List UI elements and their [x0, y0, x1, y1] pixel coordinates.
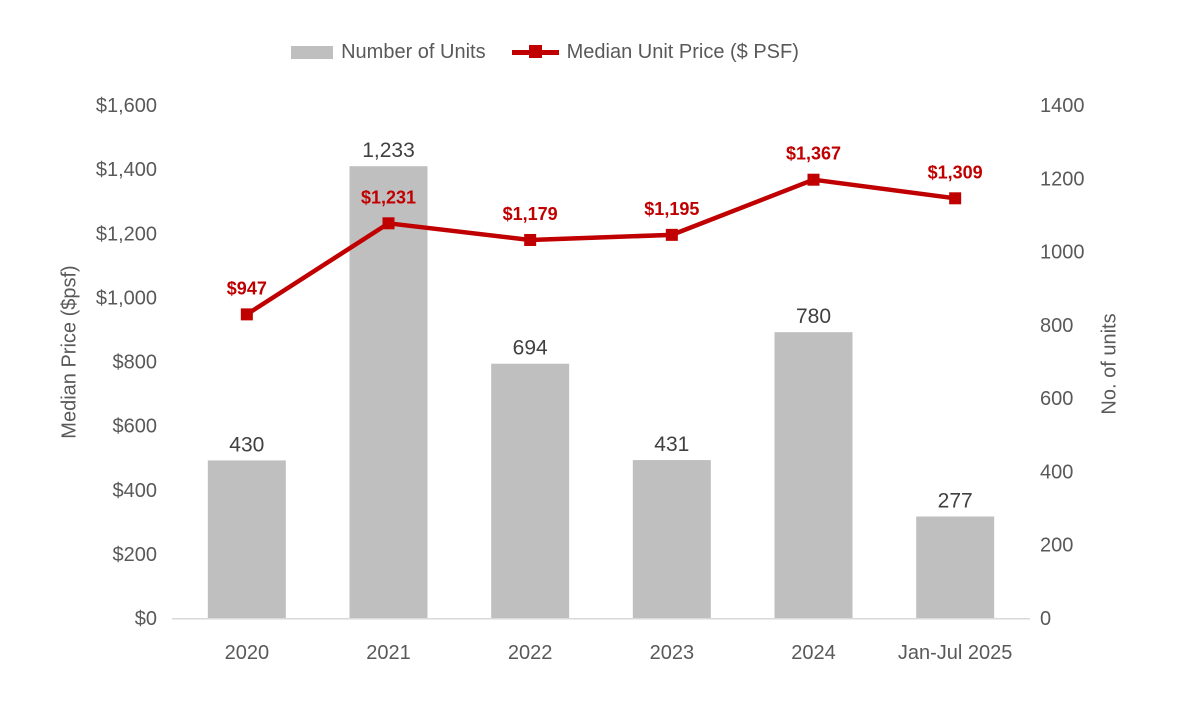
right-axis-tick: 1400 — [1040, 95, 1085, 117]
price-marker-Jan-Jul 2025 — [949, 192, 962, 205]
left-axis-tick: $1,200 — [96, 223, 157, 245]
bar-2024 — [774, 332, 853, 618]
bar-2020 — [207, 460, 286, 618]
chart-legend: Number of Units Median Unit Price ($ PSF… — [0, 39, 1090, 65]
right-axis-tick: 1000 — [1040, 242, 1085, 264]
price-marker-2023 — [665, 228, 678, 241]
bar-value-label: 1,233 — [362, 139, 415, 162]
price-marker-2022 — [524, 233, 537, 246]
x-axis-label: 2022 — [508, 642, 553, 664]
x-axis-label: 2021 — [366, 642, 411, 664]
price-line — [245, 177, 956, 317]
price-value-label: $1,179 — [503, 204, 558, 224]
left-axis-tick: $1,600 — [96, 95, 157, 117]
left-axis-tick: $400 — [113, 480, 158, 502]
right-axis-tick: 0 — [1040, 608, 1051, 630]
legend-item-median-price: Median Unit Price ($ PSF) — [511, 40, 799, 64]
price-marker-2024 — [807, 173, 820, 186]
right-axis-tick: 600 — [1040, 388, 1073, 410]
right-axis-title: No. of units — [1098, 313, 1121, 415]
price-value-label: $1,309 — [928, 162, 983, 182]
bar-2023 — [632, 460, 711, 618]
left-axis-tick: $800 — [113, 352, 158, 374]
right-axis-tick: 1200 — [1040, 168, 1085, 190]
price-value-label: $1,367 — [786, 144, 841, 164]
price-marker-2021 — [382, 217, 395, 230]
line-swatch-marker — [528, 45, 542, 58]
bar-value-label: 431 — [654, 433, 689, 456]
x-axis-label: Jan-Jul 2025 — [898, 642, 1013, 664]
bar-2022 — [491, 363, 570, 618]
bar-2021 — [349, 166, 428, 618]
price-value-label: $1,195 — [644, 199, 699, 219]
legend-item-number-of-units: Number of Units — [291, 41, 486, 64]
x-axis-label: 2024 — [791, 642, 836, 664]
right-axis-tick: 200 — [1040, 535, 1073, 557]
bar-value-label: 694 — [513, 337, 548, 360]
legend-label-number-of-units: Number of Units — [341, 40, 486, 63]
bar-value-label: 780 — [796, 305, 831, 328]
left-axis-tick: $0 — [135, 608, 157, 630]
legend-label-median-price: Median Unit Price ($ PSF) — [566, 40, 799, 63]
bar-series-swatch-icon — [291, 45, 334, 59]
price-value-label: $947 — [227, 278, 267, 298]
left-axis-tick: $1,000 — [96, 287, 157, 309]
bar-value-label: 277 — [938, 489, 973, 512]
x-axis-label: 2020 — [225, 642, 270, 664]
right-axis-tick: 800 — [1040, 315, 1073, 337]
line-series-swatch-icon — [511, 45, 559, 59]
left-axis-tick: $1,400 — [96, 159, 157, 181]
right-axis-tick: 400 — [1040, 461, 1073, 483]
price-marker-2020 — [240, 308, 253, 321]
bar-value-label: 430 — [229, 433, 264, 456]
left-axis-title: Median Price ($psf) — [58, 265, 81, 439]
left-axis-tick: $200 — [113, 544, 158, 566]
x-axis-label: 2023 — [650, 642, 695, 664]
left-axis-tick: $600 — [113, 416, 158, 438]
price-value-label: $1,231 — [361, 187, 416, 207]
bar-Jan-Jul 2025 — [916, 516, 995, 618]
